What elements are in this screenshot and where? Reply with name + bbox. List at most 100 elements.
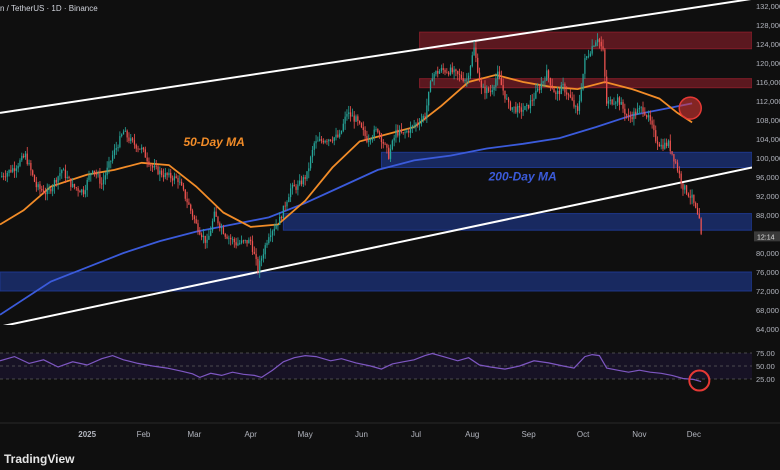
candle-body — [242, 240, 245, 242]
candle-body — [489, 91, 492, 93]
candle-body — [157, 166, 159, 175]
candle-body — [329, 139, 332, 141]
candle-body — [544, 80, 546, 82]
candle-body — [286, 202, 288, 207]
current-price-tag — [754, 231, 780, 242]
candle-body — [380, 134, 383, 142]
candle-body — [117, 147, 119, 149]
candle-body — [270, 235, 272, 238]
time-tick-label: Nov — [632, 430, 646, 439]
candle-body — [649, 115, 651, 121]
candle-body — [288, 197, 290, 203]
candle-body — [293, 184, 295, 187]
candle-body — [166, 173, 168, 176]
candle-body — [518, 106, 521, 108]
candle-body — [429, 81, 432, 92]
candle-body — [598, 39, 601, 42]
candle-body — [230, 237, 232, 240]
candle-body — [595, 42, 597, 47]
candle-body — [309, 157, 312, 169]
candle-body — [493, 86, 495, 91]
symbol-header: n / TetherUS · 1D · Binance — [0, 4, 98, 13]
rsi-line — [0, 352, 702, 383]
candle-body — [195, 219, 197, 224]
candle-body — [151, 165, 154, 168]
candle-body — [660, 144, 662, 147]
candle-body — [522, 109, 524, 112]
candle-body — [17, 165, 19, 169]
candle-body — [10, 169, 12, 172]
candle-body — [515, 106, 517, 113]
candle-body — [413, 125, 415, 127]
candle-body — [451, 67, 453, 73]
candle-body — [237, 243, 239, 246]
candle-body — [1, 175, 3, 177]
candle-body — [438, 71, 441, 74]
candle-body — [575, 106, 577, 108]
candle-body — [587, 55, 590, 57]
candle-body — [211, 221, 214, 231]
candle-body — [497, 71, 499, 80]
candle-body — [148, 161, 150, 166]
candle-body — [624, 108, 626, 115]
price-tick-label: 100,000 — [756, 154, 780, 163]
candle-body — [342, 123, 344, 131]
zone-resistance-upper — [419, 31, 753, 50]
candle-body — [344, 116, 346, 124]
candle-body — [546, 70, 548, 81]
candle-body — [393, 137, 395, 141]
price-tick-label: 64,000 — [756, 325, 779, 334]
candle-body — [540, 83, 542, 90]
candle-body — [97, 174, 99, 176]
candle-body — [291, 184, 294, 189]
candle-body — [326, 140, 328, 142]
price-tick-label: 124,000 — [756, 40, 780, 49]
candle-body — [133, 140, 136, 145]
candle-body — [253, 251, 255, 254]
candle-body — [368, 140, 370, 143]
candle-body — [571, 97, 573, 101]
candle-body — [248, 239, 250, 244]
candle-body — [184, 189, 186, 199]
candle-body — [555, 92, 557, 94]
price-tick-label: 116,000 — [756, 78, 780, 87]
candle-body — [468, 75, 470, 80]
candle-body — [188, 202, 190, 205]
candle-body — [487, 88, 490, 92]
candle-body — [609, 99, 611, 102]
candle-body — [357, 116, 359, 121]
candle-body — [186, 198, 188, 203]
candle-body — [240, 240, 243, 243]
candle-body — [213, 211, 215, 222]
candle-body — [315, 141, 317, 144]
candle-body — [175, 176, 177, 178]
candle-body — [685, 185, 688, 194]
candle-body — [364, 130, 366, 137]
candle-body — [337, 134, 339, 137]
candle-body — [282, 205, 284, 219]
candle-body — [675, 161, 677, 163]
candle-body — [340, 130, 343, 134]
candle-body — [173, 176, 176, 181]
candle-body — [478, 72, 481, 81]
candle-body — [560, 85, 562, 95]
candle-body — [19, 160, 21, 166]
candle-body — [335, 134, 337, 138]
candle-body — [206, 239, 208, 243]
candle-body — [300, 180, 303, 185]
candle-body — [95, 172, 97, 175]
rsi-tick-label: 75.00 — [756, 349, 775, 358]
candle-body — [202, 235, 205, 238]
candle-body — [73, 183, 76, 188]
candle-body — [442, 68, 444, 70]
candle-body — [200, 234, 203, 238]
candle-body — [130, 138, 132, 142]
candle-body — [108, 161, 110, 168]
candle-body — [177, 177, 179, 183]
candle-body — [204, 235, 206, 243]
candle-body — [420, 119, 423, 124]
candle-body — [260, 258, 263, 261]
candle-body — [424, 116, 426, 118]
candle-body — [306, 171, 308, 179]
